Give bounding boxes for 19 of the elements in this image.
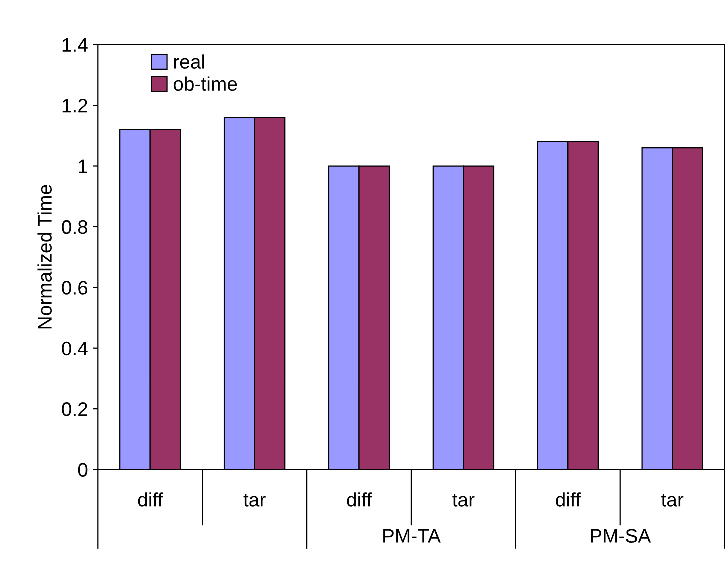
y-axis-title: Normalized Time	[38, 185, 52, 329]
x-tick-label: tar	[244, 494, 266, 507]
x-tick-label: diff	[556, 492, 581, 507]
y-tick-label: 0.8	[62, 220, 88, 234]
y-tick-label: 1.4	[62, 38, 88, 52]
y-tick-label: 1	[79, 160, 88, 174]
x-tick-label: tar	[662, 494, 684, 507]
y-tick-label: 0.4	[62, 342, 88, 356]
x-tick-label: diff	[138, 492, 164, 507]
legend-label: ob-time	[174, 76, 238, 92]
y-tick-label: 0	[78, 463, 88, 478]
y-tick-label: 0.2	[62, 402, 88, 416]
text: PM-TA	[384, 529, 441, 543]
y-tick-label: 1.2	[62, 99, 88, 113]
x-tick-label: diff	[347, 492, 372, 507]
text: PM-SA	[591, 529, 652, 543]
y-tick-label: 0.6	[62, 281, 88, 295]
legend-label: real	[174, 54, 204, 69]
x-tick-label: tar	[452, 494, 475, 507]
